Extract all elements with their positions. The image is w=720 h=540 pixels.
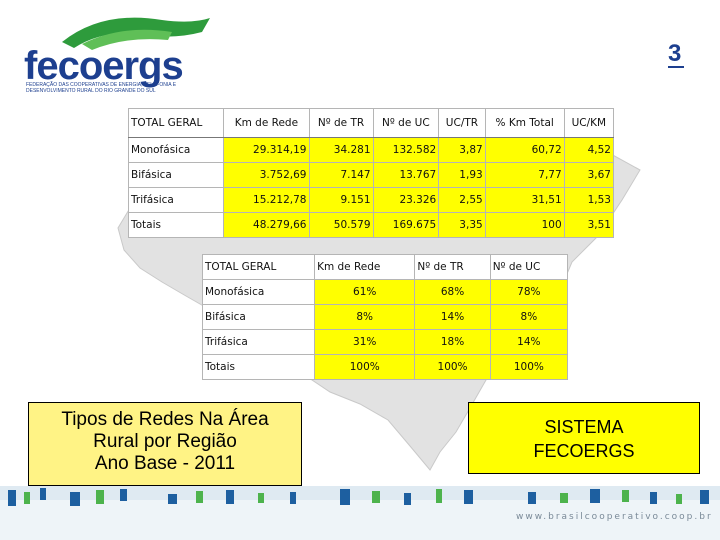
corner-mark: 3: [668, 40, 682, 67]
table-cell: 3.752,69: [223, 162, 310, 188]
table-cell: 1,53: [563, 187, 615, 213]
table-cell: 8%: [489, 304, 569, 330]
table-header-cell: % Km Total: [484, 108, 565, 138]
table-cell: 23.326: [372, 187, 440, 213]
table-row: Bifásica 3.752,69 7.147 13.767 1,93 7,77…: [127, 162, 615, 188]
table-row: Totais 100% 100% 100%: [201, 354, 569, 380]
caption-box: Tipos de Redes Na Área Rural por Região …: [28, 402, 302, 486]
table-cell: 100%: [314, 354, 416, 380]
logo-subtitle: FEDERAÇÃO DAS COOPERATIVAS DE ENERGIA, T…: [26, 82, 177, 94]
table-row: Trifásica 31% 18% 14%: [201, 329, 569, 355]
table-cell: 50.579: [308, 212, 374, 238]
table-header-row: TOTAL GERAL Km de Rede Nº de TR Nº de UC: [201, 254, 569, 280]
table-cell: 2,55: [438, 187, 486, 213]
row-label: Bifásica: [201, 304, 316, 330]
table-cell: 60,72: [484, 137, 565, 163]
table-cell: 15.212,78: [223, 187, 310, 213]
caption-line: Ano Base - 2011: [94, 453, 236, 474]
table-cell: 78%: [489, 279, 569, 305]
table-cell: 31%: [314, 329, 416, 355]
table-cell: 48.279,66: [223, 212, 310, 238]
table-cell: 18%: [414, 329, 491, 355]
table-header-cell: Km de Rede: [223, 108, 310, 138]
table-cell: 14%: [414, 304, 491, 330]
table-cell: 132.582: [372, 137, 440, 163]
table-cell: 13.767: [372, 162, 440, 188]
table-header-cell: Km de Rede: [314, 254, 416, 280]
system-label-line: SISTEMA: [544, 417, 624, 437]
table-cell: 34.281: [308, 137, 374, 163]
table-header-cell: Nº de UC: [372, 108, 440, 138]
row-label: Trifásica: [201, 329, 316, 355]
table-cell: 7.147: [308, 162, 374, 188]
network-percent-table: TOTAL GERAL Km de Rede Nº de TR Nº de UC…: [201, 254, 569, 380]
row-label: Monofásica: [127, 137, 225, 163]
table-cell: 68%: [414, 279, 491, 305]
network-totals-table: TOTAL GERAL Km de Rede Nº de TR Nº de UC…: [127, 108, 615, 238]
row-label: Bifásica: [127, 162, 225, 188]
table-row: Bifásica 8% 14% 8%: [201, 304, 569, 330]
table-header-cell: UC/KM: [563, 108, 615, 138]
table-header-cell: Nº de TR: [308, 108, 374, 138]
row-label: Monofásica: [201, 279, 316, 305]
table-cell: 100%: [414, 354, 491, 380]
table-cell: 9.151: [308, 187, 374, 213]
table-cell: 100: [484, 212, 565, 238]
table-cell: 8%: [314, 304, 416, 330]
table-cell: 3,67: [563, 162, 615, 188]
table-cell: 100%: [489, 354, 569, 380]
table-cell: 14%: [489, 329, 569, 355]
table-cell: 169.675: [372, 212, 440, 238]
table-row: Monofásica 61% 68% 78%: [201, 279, 569, 305]
table-row: Totais 48.279,66 50.579 169.675 3,35 100…: [127, 212, 615, 238]
table-header-cell: TOTAL GERAL: [127, 108, 225, 138]
row-label: Totais: [201, 354, 316, 380]
table-cell: 3,87: [438, 137, 486, 163]
table-header-row: TOTAL GERAL Km de Rede Nº de TR Nº de UC…: [127, 108, 615, 138]
system-label-box: SISTEMA FECOERGS: [468, 402, 700, 474]
table-cell: 3,35: [438, 212, 486, 238]
table-cell: 7,77: [484, 162, 565, 188]
table-cell: 1,93: [438, 162, 486, 188]
row-label: Totais: [127, 212, 225, 238]
table-header-cell: Nº de TR: [414, 254, 491, 280]
caption-line: Rural por Região: [93, 431, 237, 452]
table-cell: 3,51: [563, 212, 615, 238]
table-row: Monofásica 29.314,19 34.281 132.582 3,87…: [127, 137, 615, 163]
row-label: Trifásica: [127, 187, 225, 213]
fecoergs-swoosh-logo: [62, 17, 210, 50]
caption-line: Tipos de Redes Na Área: [61, 409, 269, 430]
table-header-cell: Nº de UC: [489, 254, 569, 280]
footer-decorative-band: [0, 486, 720, 540]
table-row: Trifásica 15.212,78 9.151 23.326 2,55 31…: [127, 187, 615, 213]
table-header-cell: UC/TR: [438, 108, 486, 138]
table-cell: 29.314,19: [223, 137, 310, 163]
table-cell: 61%: [314, 279, 416, 305]
table-cell: 31,51: [484, 187, 565, 213]
footer-url: www.brasilcooperativo.coop.br: [516, 512, 713, 522]
logo-wordmark: fecoergs: [24, 44, 184, 88]
corner-underline: [668, 66, 684, 68]
table-header-cell: TOTAL GERAL: [201, 254, 316, 280]
table-cell: 4,52: [563, 137, 615, 163]
system-label-line: FECOERGS: [533, 441, 635, 461]
